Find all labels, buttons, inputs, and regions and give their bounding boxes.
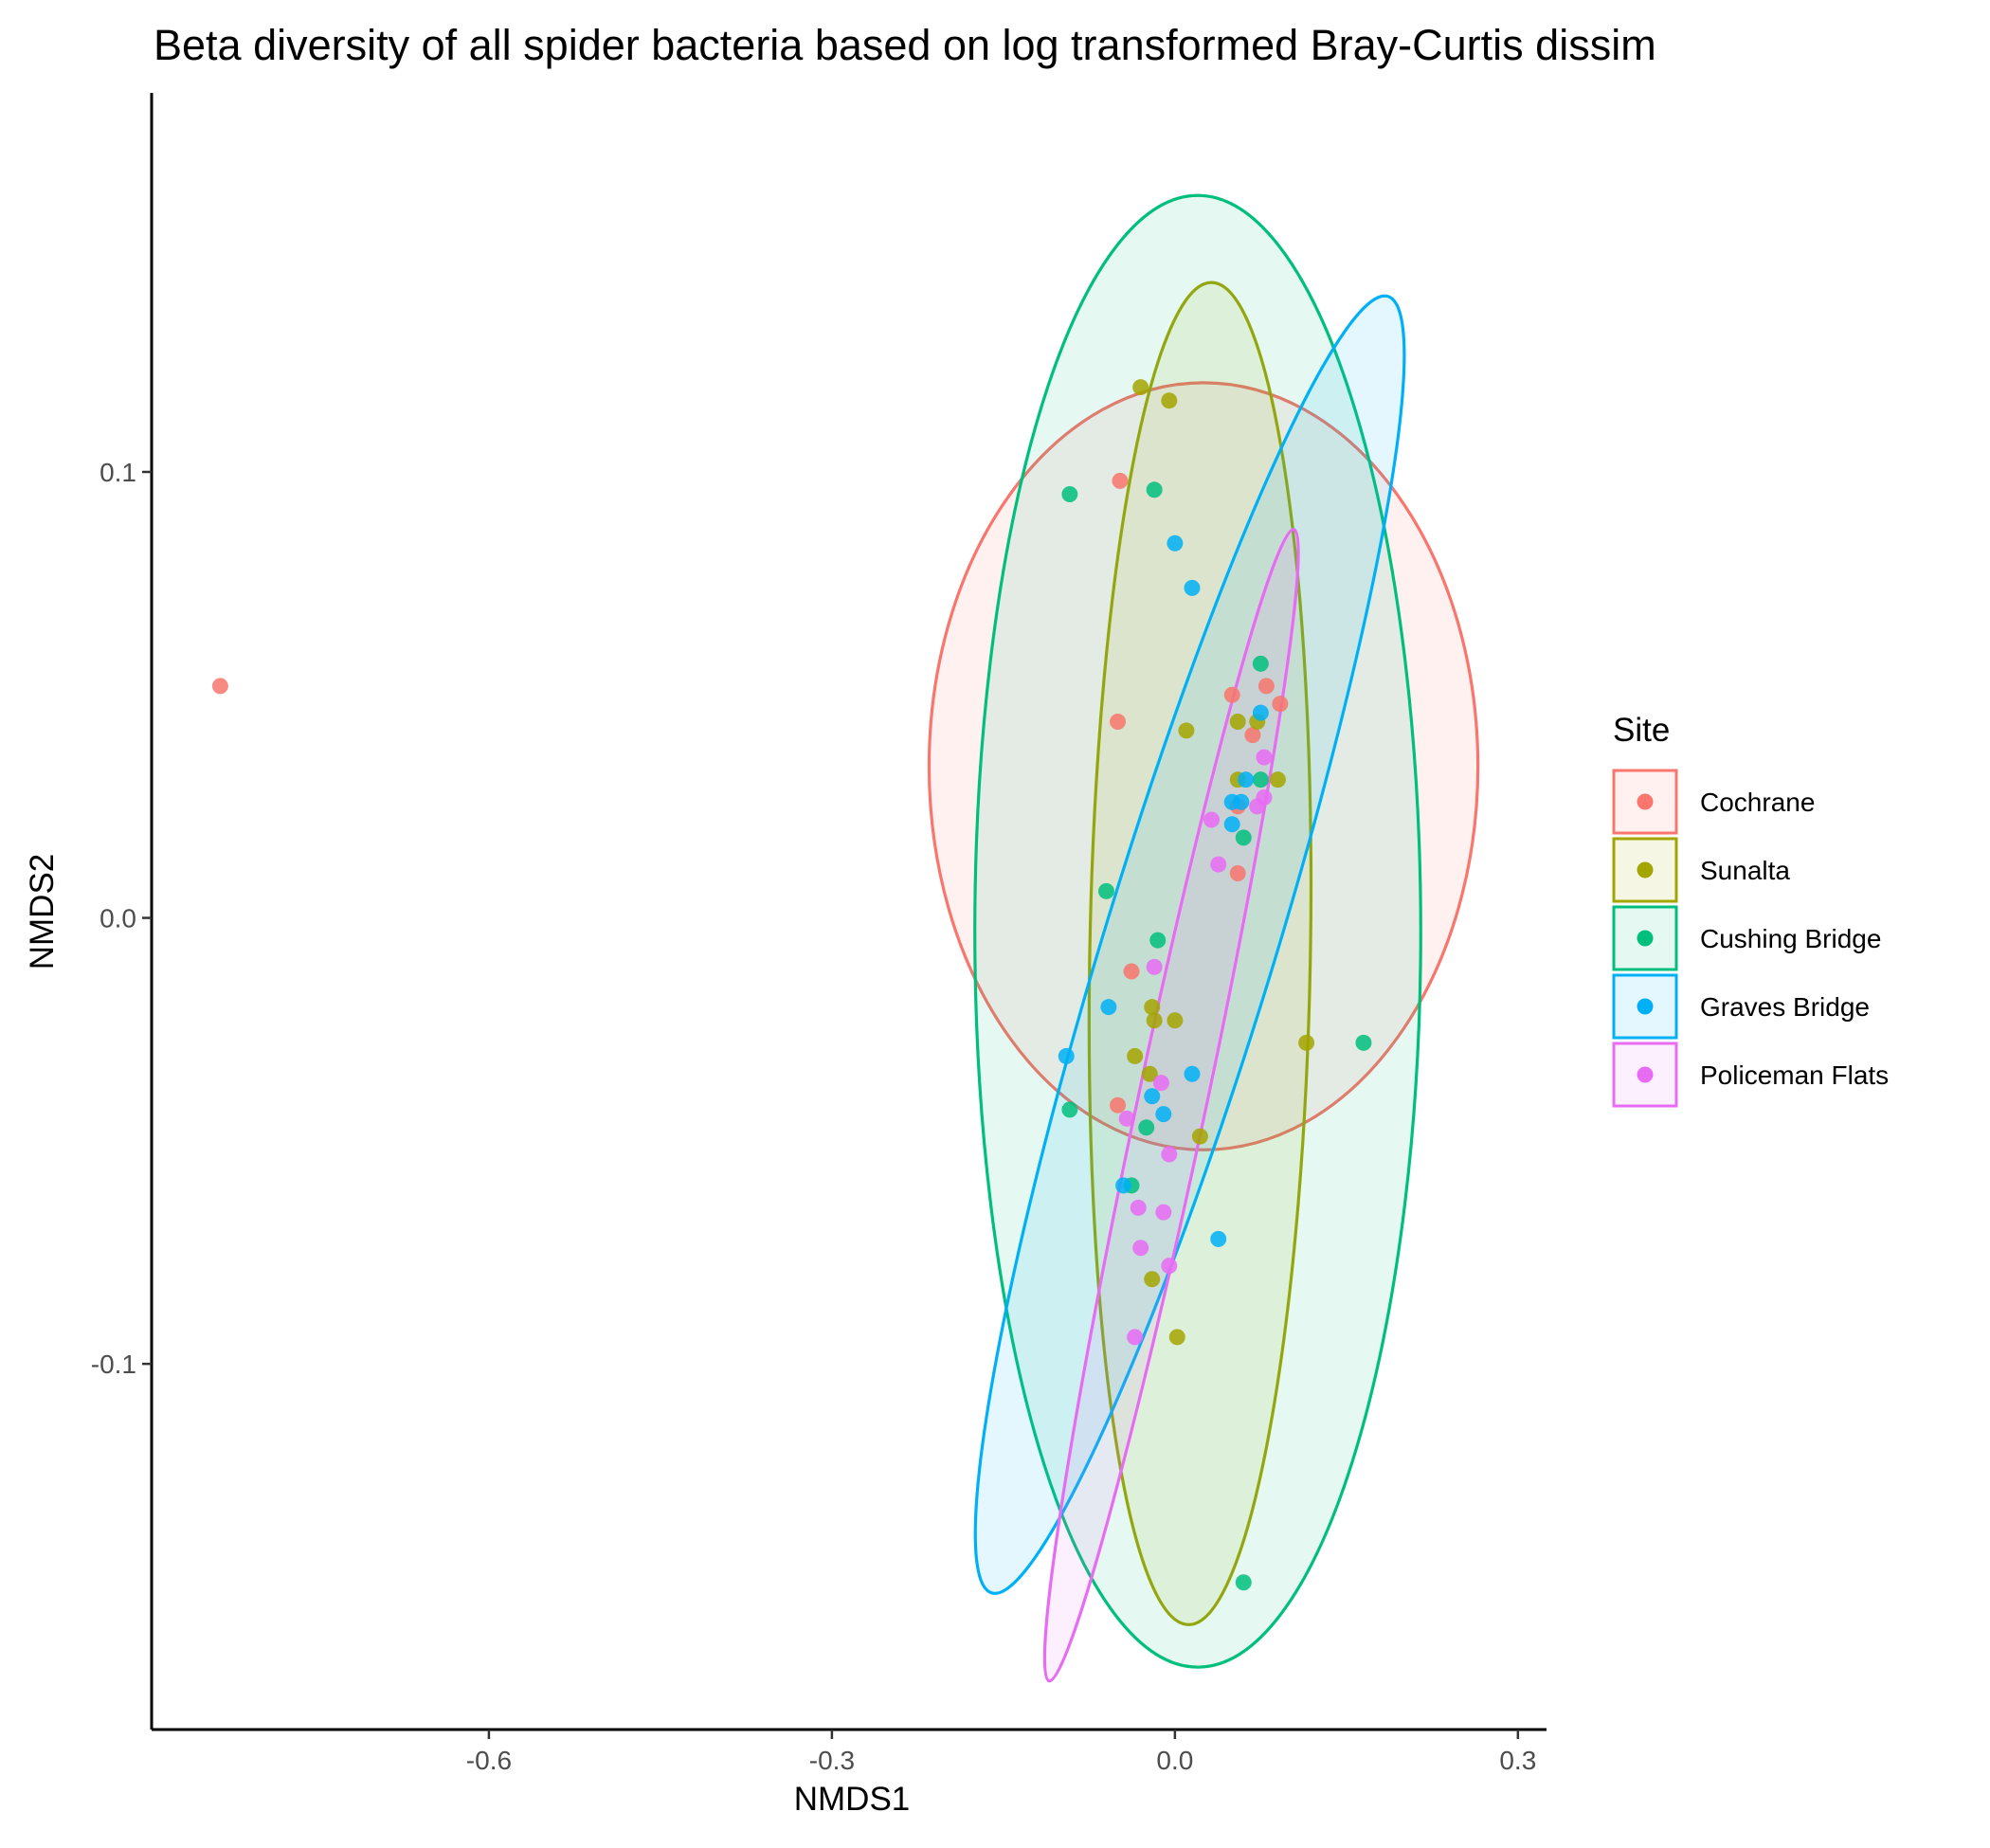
x-tick-label: -0.3 bbox=[809, 1746, 855, 1775]
point-cochrane bbox=[1123, 963, 1140, 980]
point-graves-bridge bbox=[1223, 816, 1240, 833]
x-tick-label: 0.3 bbox=[1499, 1746, 1536, 1775]
x-axis-title: NMDS1 bbox=[794, 1781, 911, 1818]
point-cochrane bbox=[1257, 678, 1275, 695]
point-cushing-bridge bbox=[1355, 1034, 1372, 1051]
legend-label: Sunalta bbox=[1700, 856, 1790, 885]
point-policeman-flats bbox=[1249, 798, 1266, 815]
point-cochrane bbox=[1223, 686, 1240, 703]
point-policeman-flats bbox=[1132, 1240, 1149, 1257]
point-cushing-bridge bbox=[1235, 829, 1252, 846]
point-cushing-bridge bbox=[1061, 486, 1078, 503]
point-cushing-bridge bbox=[1252, 655, 1269, 672]
point-graves-bridge bbox=[1252, 704, 1269, 721]
legend-item-graves-bridge: Graves Bridge bbox=[1612, 973, 1870, 1040]
confidence-ellipses bbox=[927, 193, 1480, 1683]
point-cushing-bridge bbox=[1061, 1101, 1078, 1118]
legend: Site Cochrane Sunalta Cushing Bridge Graves … bbox=[1612, 712, 1889, 1108]
legend-item-sunalta: Sunalta bbox=[1612, 837, 1790, 903]
point-sunalta bbox=[1229, 714, 1246, 731]
point-sunalta bbox=[1167, 1012, 1184, 1029]
ellipse-cochrane bbox=[927, 381, 1480, 1151]
point-graves-bridge bbox=[1100, 999, 1117, 1016]
point-sunalta bbox=[1269, 771, 1286, 788]
point-cushing-bridge bbox=[1097, 882, 1114, 899]
point-cushing-bridge bbox=[1252, 771, 1269, 788]
point-graves-bridge bbox=[1184, 579, 1201, 596]
point-sunalta bbox=[1161, 392, 1178, 409]
legend-label: Cushing Bridge bbox=[1700, 924, 1881, 953]
y-tick-label: -0.1 bbox=[91, 1350, 136, 1379]
point-cushing-bridge bbox=[1149, 932, 1167, 949]
legend-item-cochrane: Cochrane bbox=[1612, 769, 1815, 835]
legend-label: Graves Bridge bbox=[1700, 992, 1870, 1022]
point-graves-bridge bbox=[1210, 1230, 1227, 1247]
legend-key-point bbox=[1637, 861, 1654, 879]
point-cochrane bbox=[1110, 1096, 1127, 1114]
ellipse-graves-bridge bbox=[973, 294, 1406, 1595]
legend-item-policeman-flats: Policeman Flats bbox=[1612, 1042, 1889, 1108]
legend-label: Policeman Flats bbox=[1700, 1060, 1889, 1090]
y-tick-label: 0.1 bbox=[100, 458, 136, 487]
point-policeman-flats bbox=[1127, 1329, 1144, 1346]
point-sunalta bbox=[1132, 379, 1149, 396]
point-sunalta bbox=[1144, 1271, 1161, 1288]
point-policeman-flats bbox=[1146, 958, 1163, 975]
point-sunalta bbox=[1146, 1012, 1163, 1029]
point-cochrane bbox=[1229, 865, 1246, 882]
point-graves-bridge bbox=[1144, 1088, 1161, 1105]
point-cochrane bbox=[1110, 714, 1127, 731]
y-axis-title: NMDS2 bbox=[24, 854, 61, 970]
legend-item-cushing-bridge: Cushing Bridge bbox=[1612, 905, 1881, 971]
point-cochrane bbox=[1272, 696, 1289, 713]
point-graves-bridge bbox=[1238, 771, 1255, 788]
legend-key-point bbox=[1637, 930, 1654, 947]
point-policeman-flats bbox=[1155, 1204, 1172, 1221]
point-graves-bridge bbox=[1058, 1047, 1075, 1064]
point-policeman-flats bbox=[1130, 1199, 1147, 1216]
point-cushing-bridge bbox=[1138, 1119, 1155, 1136]
legend-title: Site bbox=[1613, 712, 1670, 749]
point-policeman-flats bbox=[1256, 749, 1273, 766]
point-policeman-flats bbox=[1118, 1110, 1135, 1127]
legend-label: Cochrane bbox=[1700, 788, 1815, 817]
point-graves-bridge bbox=[1155, 1106, 1172, 1123]
point-graves-bridge bbox=[1167, 534, 1184, 552]
point-cochrane bbox=[211, 678, 228, 695]
point-cushing-bridge bbox=[1146, 481, 1163, 498]
x-tick-label: -0.6 bbox=[466, 1746, 512, 1775]
point-policeman-flats bbox=[1161, 1258, 1178, 1275]
point-cochrane bbox=[1244, 727, 1261, 744]
legend-key-point bbox=[1637, 998, 1654, 1015]
point-graves-bridge bbox=[1184, 1065, 1201, 1082]
point-graves-bridge bbox=[1233, 793, 1250, 810]
point-policeman-flats bbox=[1203, 811, 1220, 828]
axes: -0.6 -0.3 0.0 0.3 -0.1 0.0 0.1 bbox=[91, 93, 1547, 1775]
point-graves-bridge bbox=[1115, 1177, 1132, 1194]
point-sunalta bbox=[1127, 1047, 1144, 1064]
point-sunalta bbox=[1178, 722, 1195, 739]
point-sunalta bbox=[1144, 999, 1161, 1016]
ellipse-cushing-bridge bbox=[973, 193, 1422, 1669]
point-policeman-flats bbox=[1152, 1075, 1169, 1092]
y-tick-label: 0.0 bbox=[100, 904, 136, 933]
point-policeman-flats bbox=[1161, 1146, 1178, 1163]
point-sunalta bbox=[1298, 1034, 1315, 1051]
point-policeman-flats bbox=[1210, 856, 1227, 873]
point-cushing-bridge bbox=[1235, 1574, 1252, 1591]
x-tick-label: 0.0 bbox=[1156, 1746, 1193, 1775]
point-sunalta bbox=[1141, 1065, 1158, 1082]
legend-key-point bbox=[1637, 1066, 1654, 1083]
data-points bbox=[211, 379, 1372, 1591]
point-sunalta bbox=[1191, 1128, 1208, 1145]
point-cochrane bbox=[1112, 472, 1129, 489]
legend-key-point bbox=[1637, 793, 1654, 810]
chart-title: Beta diversity of all spider bacteria ba… bbox=[154, 21, 1656, 69]
point-sunalta bbox=[1168, 1329, 1185, 1346]
